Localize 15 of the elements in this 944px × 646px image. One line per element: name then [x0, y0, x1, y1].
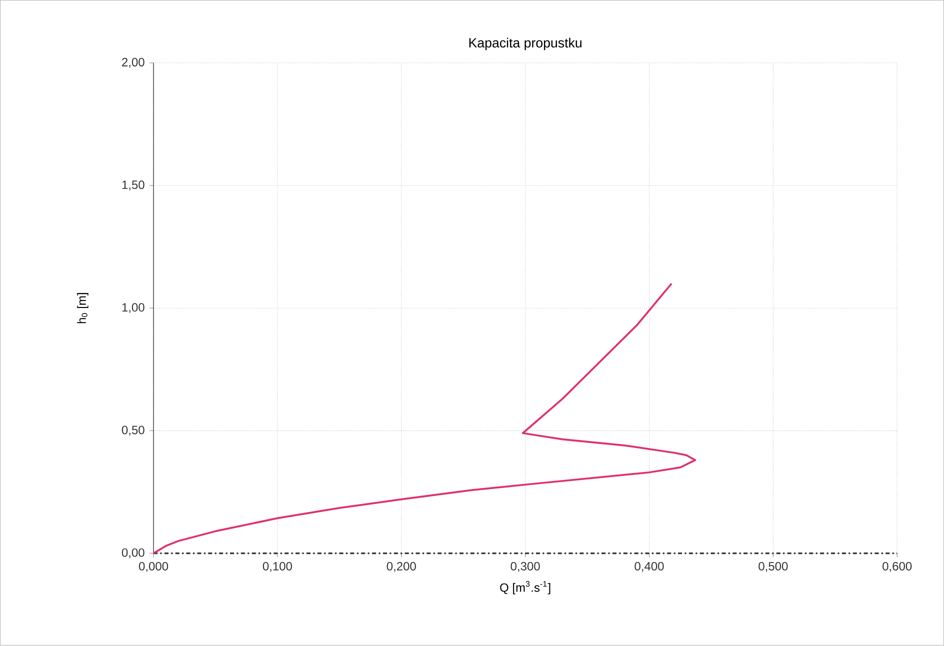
x-tick-label: 0,100: [262, 562, 292, 572]
x-axis-title: Q [m$^{3}$.s$^{-1}$]: [500, 581, 550, 594]
chart-title: Kapacita propustku: [469, 38, 582, 50]
x-tick-label: 0,600: [882, 562, 912, 572]
x-tick-label: 0,400: [634, 562, 664, 572]
y-tick-label: 1,50: [122, 180, 144, 191]
y-axis-title: h$_{0}$ [m]: [77, 293, 88, 324]
y-tick-label: 1,00: [122, 303, 144, 314]
x-tick-label: 0,500: [758, 562, 788, 572]
y-tick-label: 0,50: [122, 426, 144, 436]
x-tick-label: 0,000: [138, 562, 168, 572]
y-tick-label: 2,00: [122, 58, 144, 68]
y-tick-label: 0,00: [122, 548, 144, 558]
x-tick-label: 0,300: [510, 562, 540, 572]
x-tick-label: 0,200: [386, 562, 416, 572]
